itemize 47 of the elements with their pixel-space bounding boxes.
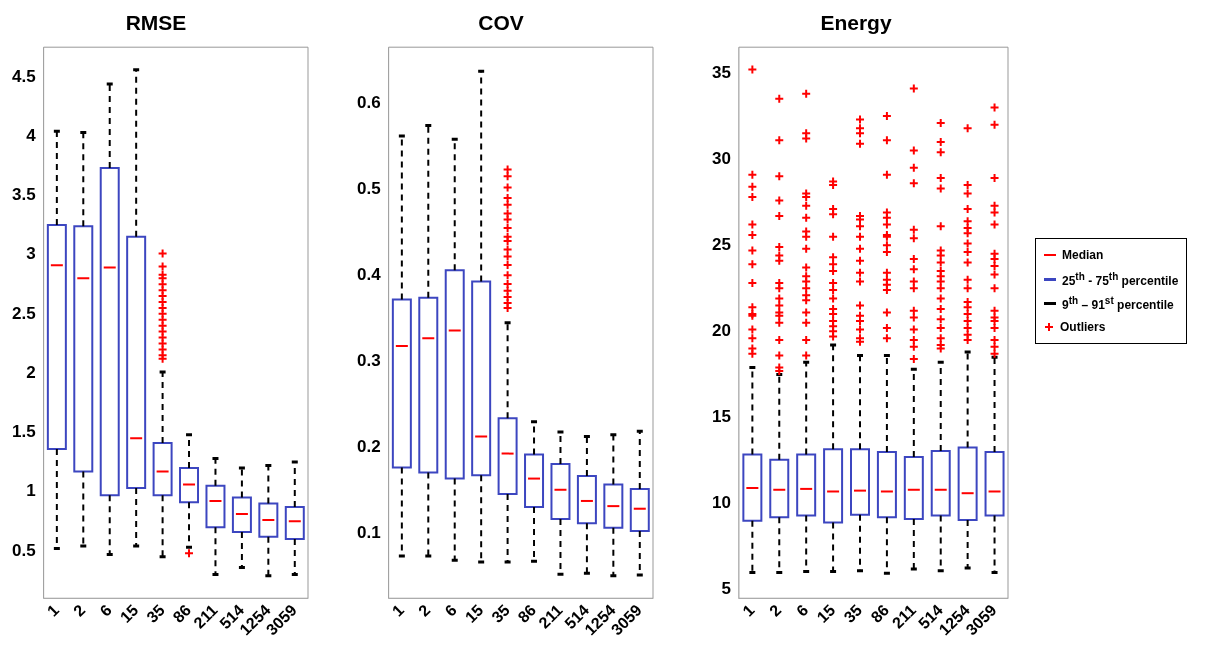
chart-title: RMSE [125, 11, 187, 35]
x-tick-label: 2 [766, 601, 785, 620]
x-tick-label: 86 [514, 601, 540, 626]
y-tick-label: 35 [711, 62, 731, 82]
x-tick-label: 6 [441, 601, 461, 620]
y-tick-label: 0.5 [11, 540, 36, 560]
x-tick-label: 6 [96, 601, 116, 620]
x-tick-label: 15 [116, 601, 142, 626]
y-tick-label: 3 [26, 244, 36, 264]
x-tick-label: 2 [415, 601, 434, 620]
x-tick-label: 1 [739, 601, 758, 620]
text: 9$^{th}$ – 91$^{st}$ percentile [1062, 294, 1174, 312]
y-tick-label: 0.5 [356, 178, 381, 198]
y-tick-label: 25 [711, 234, 731, 254]
y-tick-label: 1 [26, 481, 36, 501]
y-tick-label: 0.3 [356, 351, 381, 371]
chart-title: COV [478, 11, 524, 35]
y-tick-label: 0.2 [356, 437, 381, 457]
y-tick-label: 30 [711, 148, 731, 168]
text: Outliers [1060, 320, 1106, 334]
y-tick-label: 5 [721, 579, 731, 599]
x-tick-label: 15 [461, 601, 487, 626]
x-tick-label: 2 [70, 601, 89, 620]
x-tick-label: 15 [813, 601, 839, 626]
y-tick-label: 20 [711, 321, 731, 341]
text: Median [1062, 248, 1104, 262]
x-tick-label: 35 [840, 601, 866, 626]
y-tick-label: 4.5 [11, 66, 36, 86]
legend-label: 25$^{th}$ - 75$^{th}$ percentile [1062, 270, 1179, 288]
x-tick-label: 1 [388, 601, 408, 620]
y-tick-label: 0.6 [356, 92, 381, 112]
x-tick-label: 1 [43, 601, 63, 620]
y-tick-label: 2.5 [11, 303, 36, 323]
y-tick-label: 0.1 [356, 523, 381, 543]
y-tick-label: 15 [711, 407, 731, 427]
x-tick-label: 35 [143, 601, 168, 626]
x-tick-label: 6 [793, 601, 812, 620]
y-tick-label: 3.5 [11, 185, 36, 205]
x-tick-label: 86 [169, 601, 195, 626]
y-tick-label: 0.4 [356, 265, 382, 285]
chart-title: Energy [820, 11, 892, 35]
y-tick-label: 10 [711, 493, 731, 513]
y-tick-label: 1.5 [11, 422, 36, 442]
x-tick-label: 86 [867, 601, 893, 626]
y-tick-label: 4 [26, 125, 37, 145]
y-tick-label: 2 [26, 362, 36, 382]
x-tick-label: 35 [488, 601, 513, 626]
